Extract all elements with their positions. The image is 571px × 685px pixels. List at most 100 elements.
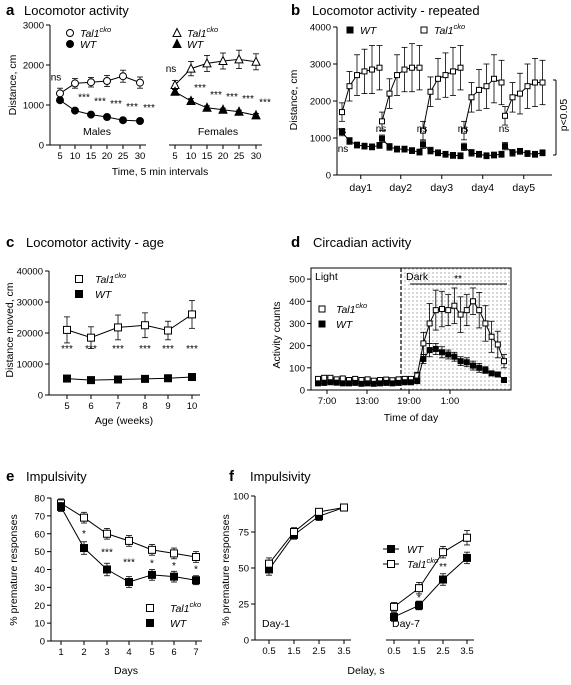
panel-d-series-0-point bbox=[414, 372, 421, 379]
panel-b-day5-series-1-point bbox=[509, 94, 516, 101]
panel-e-series-1-point bbox=[103, 565, 111, 574]
panel-d-series-1-point bbox=[501, 377, 507, 384]
panel-d-series-1-point bbox=[482, 367, 489, 374]
panel-b-category-label: day3 bbox=[430, 182, 453, 194]
panel-b-day3-series-0-point bbox=[442, 151, 449, 158]
panel-b-day4-series-1-line bbox=[463, 78, 502, 131]
panel-e-series-1-point bbox=[192, 576, 200, 585]
panel-e-legend-label-sup: cko bbox=[189, 600, 201, 609]
panel-d-series-1-point bbox=[333, 379, 340, 386]
panel-f-group-label: Day-7 bbox=[392, 618, 420, 630]
panel-b-day4-series-0-point bbox=[491, 152, 497, 159]
panel-c-y-tick-label: 0 bbox=[38, 391, 43, 402]
panel-b-day4-series-1-point bbox=[483, 83, 490, 90]
panel-b-annotation: ns bbox=[499, 124, 510, 135]
panel-b-day2-series-0-point bbox=[386, 143, 393, 150]
panel-b-annotation: ns bbox=[458, 124, 469, 135]
panel-e-series-1-point bbox=[57, 502, 65, 511]
panel-a-legend-marker bbox=[66, 40, 74, 48]
panel-a-annotation: *** bbox=[126, 102, 138, 113]
panel-d-series-1-point bbox=[346, 380, 352, 387]
panel-b-day2-series-1-point bbox=[409, 64, 415, 71]
panel-b-day5-series-0-point bbox=[539, 149, 546, 156]
panel-d-series-0-point bbox=[445, 307, 452, 314]
panel-b-legend-label: Tal1cko bbox=[434, 22, 465, 37]
panel-f-legend-label-sup: cko bbox=[426, 556, 438, 565]
panel-a-x-tick-label: 20 bbox=[102, 151, 113, 162]
panel-b-legend-label-sup: cko bbox=[453, 22, 465, 31]
panel-b-day1-series-0-point bbox=[361, 143, 368, 150]
panel-c-label: c bbox=[6, 234, 14, 251]
panel-d-series-1-point bbox=[476, 364, 483, 371]
panel-c-series-1-point bbox=[141, 374, 149, 383]
panel-d-series-1-point bbox=[426, 347, 433, 354]
panel-d-series-1-point bbox=[352, 379, 359, 386]
panel-e-series-0-point bbox=[103, 529, 111, 538]
panel-e-y-tick-label: 30 bbox=[34, 583, 45, 594]
panel-a-x-tick-label: 10 bbox=[70, 151, 81, 162]
panel-c-y-tick-label: 20000 bbox=[17, 329, 43, 340]
panel-e-annotation: * bbox=[194, 565, 198, 576]
panel-f-x-tick-label: 3.5 bbox=[460, 646, 473, 657]
panel-b-day5-series-1-point bbox=[532, 79, 538, 86]
panel-c-series-1-point bbox=[188, 373, 196, 382]
panel-b-significance-label: p<0.05 bbox=[558, 99, 570, 132]
panel-e-legend-marker bbox=[146, 604, 154, 612]
panel-b-day4-series-1-point bbox=[476, 86, 482, 93]
panel-d-y-tick-label: 200 bbox=[289, 341, 305, 352]
panel-b-day5-series-1-point bbox=[524, 83, 531, 90]
panel-a-legend-label-base: Tal1 bbox=[187, 28, 206, 40]
panel-a-legend-label: WT bbox=[80, 39, 98, 51]
panel-b-day4-series-0-point bbox=[468, 149, 475, 156]
panel-e-y-tick-label: 20 bbox=[34, 601, 45, 612]
panel-f-x-label: Delay, s bbox=[347, 665, 384, 677]
panel-d-series-1-point bbox=[377, 380, 383, 387]
panel-d-series-0-point bbox=[321, 374, 328, 381]
panel-e-series-1-point bbox=[80, 544, 88, 553]
panel-b-y-tick-label: 4000 bbox=[310, 23, 331, 34]
panel-b-day5-series-1-point bbox=[517, 90, 523, 97]
panel-b-day1-series-1-line bbox=[341, 67, 380, 113]
panel-b-y-tick-label: 2000 bbox=[310, 97, 331, 108]
panel-a-females-series-0-point bbox=[234, 53, 244, 64]
panel-d-legend-marker bbox=[318, 305, 326, 313]
panel-a-legend-label-sup: cko bbox=[206, 25, 218, 34]
panel-d-series-1-point bbox=[432, 345, 439, 352]
panel-c-series-1-line bbox=[66, 376, 193, 381]
panel-a-annotation: *** bbox=[94, 97, 106, 108]
panel-a-x-tick-label: 30 bbox=[251, 151, 262, 162]
panel-d-series-1-point bbox=[401, 379, 408, 386]
panel-a-females-series-0-point bbox=[202, 57, 212, 68]
panel-b-day4-series-0-point bbox=[476, 151, 482, 158]
panel-a-annotation: *** bbox=[194, 83, 206, 94]
panel-f-day7-series-0-line bbox=[393, 557, 468, 618]
panel-b-day3-series-0-point bbox=[450, 152, 456, 159]
panel-e-annotation: *** bbox=[101, 548, 113, 559]
panel-d-legend-marker bbox=[318, 320, 326, 328]
panel-c-series-1-point bbox=[164, 374, 172, 383]
panel-e-x-tick-label: 3 bbox=[104, 647, 109, 658]
panel-b-legend-label-base: WT bbox=[360, 25, 378, 37]
panel-d-series-1-point bbox=[439, 349, 445, 356]
panel-f-day7-series-1-point bbox=[463, 533, 471, 542]
panel-d-x-tick-label: 13:00 bbox=[355, 396, 379, 407]
panel-b-day1-series-0-point bbox=[376, 142, 383, 149]
panel-b-day1-series-1-point bbox=[369, 66, 375, 73]
panel-d-series-1-point bbox=[408, 379, 414, 386]
panel-f-day1-series-1-point bbox=[315, 507, 323, 516]
panel-d-y-tick-label: 400 bbox=[289, 297, 305, 308]
panel-f-y-tick-label: 100 bbox=[233, 492, 249, 503]
panel-d-series-1-point bbox=[395, 379, 402, 386]
panel-b-day3-series-0-point bbox=[420, 141, 426, 148]
panel-c-legend-label-base: WT bbox=[95, 289, 113, 301]
panel-c-series-1-point bbox=[114, 375, 122, 384]
panel-d-label: d bbox=[291, 234, 300, 251]
panel-e-label: e bbox=[6, 468, 14, 485]
panel-a-legend-marker bbox=[66, 29, 74, 37]
panel-e-x-tick-label: 5 bbox=[149, 647, 154, 658]
panel-a-y-tick-label: 2000 bbox=[23, 61, 44, 72]
panel-a-annotation: *** bbox=[110, 99, 122, 110]
panel-a-females-series-0-point bbox=[186, 62, 196, 73]
panel-d-series-1-point bbox=[327, 379, 334, 386]
panel-f-y-tick-label: 0 bbox=[244, 636, 249, 647]
